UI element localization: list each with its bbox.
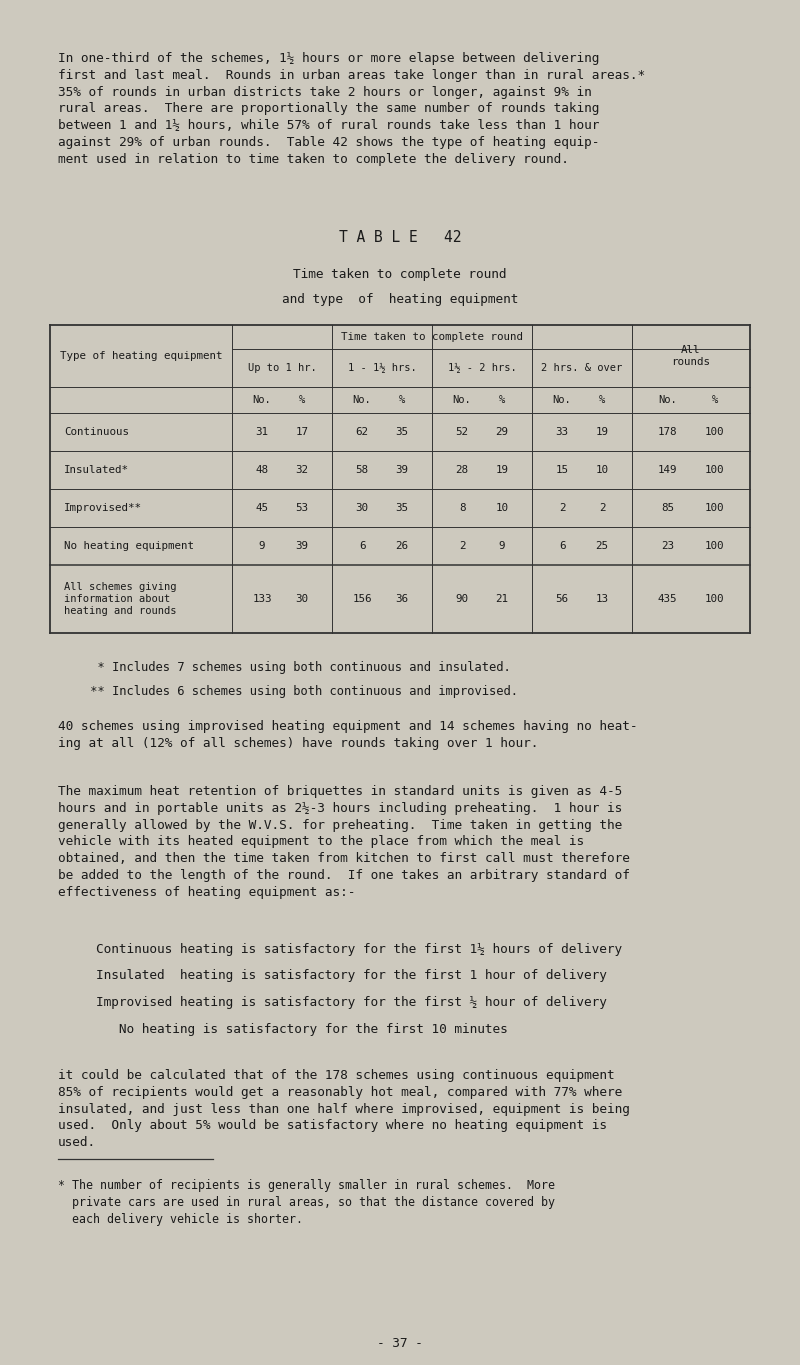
Text: 52: 52 bbox=[455, 427, 469, 437]
Text: 19: 19 bbox=[595, 427, 609, 437]
Text: - 37 -: - 37 - bbox=[377, 1336, 423, 1350]
Text: 19: 19 bbox=[495, 465, 509, 475]
Text: * Includes 7 schemes using both continuous and insulated.: * Includes 7 schemes using both continuo… bbox=[83, 661, 510, 674]
Text: No heating is satisfactory for the first 10 minutes: No heating is satisfactory for the first… bbox=[96, 1022, 508, 1036]
Text: 9: 9 bbox=[258, 541, 266, 551]
Text: 1½ - 2 hrs.: 1½ - 2 hrs. bbox=[448, 363, 516, 373]
Text: %: % bbox=[399, 394, 405, 405]
Text: 10: 10 bbox=[595, 465, 609, 475]
Text: 13: 13 bbox=[595, 594, 609, 603]
Text: Up to 1 hr.: Up to 1 hr. bbox=[248, 363, 316, 373]
Text: 28: 28 bbox=[455, 465, 469, 475]
Text: 29: 29 bbox=[495, 427, 509, 437]
Text: %: % bbox=[711, 394, 718, 405]
Text: 100: 100 bbox=[705, 465, 724, 475]
Text: 30: 30 bbox=[295, 594, 309, 603]
Text: 17: 17 bbox=[295, 427, 309, 437]
Text: 58: 58 bbox=[355, 465, 369, 475]
Text: 15: 15 bbox=[555, 465, 569, 475]
Text: 100: 100 bbox=[705, 502, 724, 513]
Text: 2: 2 bbox=[598, 502, 606, 513]
Text: 31: 31 bbox=[255, 427, 269, 437]
Text: No heating equipment: No heating equipment bbox=[64, 541, 194, 551]
Text: 2: 2 bbox=[458, 541, 466, 551]
Text: All schemes giving
information about
heating and rounds: All schemes giving information about hea… bbox=[64, 581, 177, 617]
Text: 156: 156 bbox=[352, 594, 372, 603]
Text: 100: 100 bbox=[705, 427, 724, 437]
Text: 33: 33 bbox=[555, 427, 569, 437]
Text: 178: 178 bbox=[658, 427, 677, 437]
Text: 2 hrs. & over: 2 hrs. & over bbox=[542, 363, 622, 373]
Text: 8: 8 bbox=[458, 502, 466, 513]
Text: 85: 85 bbox=[661, 502, 674, 513]
Text: No.: No. bbox=[553, 394, 571, 405]
Text: 9: 9 bbox=[498, 541, 506, 551]
Text: 6: 6 bbox=[558, 541, 566, 551]
Text: Continuous heating is satisfactory for the first 1½ hours of delivery: Continuous heating is satisfactory for t… bbox=[96, 943, 622, 955]
Text: Insulated*: Insulated* bbox=[64, 465, 129, 475]
Text: 56: 56 bbox=[555, 594, 569, 603]
Text: 133: 133 bbox=[252, 594, 272, 603]
Text: 23: 23 bbox=[661, 541, 674, 551]
Text: No.: No. bbox=[253, 394, 271, 405]
Text: Time taken to complete round: Time taken to complete round bbox=[294, 268, 506, 281]
Text: 39: 39 bbox=[395, 465, 409, 475]
Text: * The number of recipients is generally smaller in rural schemes.  More
  privat: * The number of recipients is generally … bbox=[58, 1179, 555, 1226]
Text: Improvised**: Improvised** bbox=[64, 502, 142, 513]
Text: 53: 53 bbox=[295, 502, 309, 513]
Text: Insulated  heating is satisfactory for the first 1 hour of delivery: Insulated heating is satisfactory for th… bbox=[96, 969, 607, 983]
Text: 30: 30 bbox=[355, 502, 369, 513]
Text: 48: 48 bbox=[255, 465, 269, 475]
Text: 45: 45 bbox=[255, 502, 269, 513]
Text: 36: 36 bbox=[395, 594, 409, 603]
Text: 100: 100 bbox=[705, 541, 724, 551]
Text: 25: 25 bbox=[595, 541, 609, 551]
Text: and type  of  heating equipment: and type of heating equipment bbox=[282, 293, 518, 306]
Text: 21: 21 bbox=[495, 594, 509, 603]
Text: ** Includes 6 schemes using both continuous and improvised.: ** Includes 6 schemes using both continu… bbox=[83, 685, 518, 698]
Text: 149: 149 bbox=[658, 465, 677, 475]
Text: 90: 90 bbox=[455, 594, 469, 603]
Text: Time taken to complete round: Time taken to complete round bbox=[341, 332, 523, 343]
Text: %: % bbox=[299, 394, 305, 405]
Text: it could be calculated that of the 178 schemes using continuous equipment
85% of: it could be calculated that of the 178 s… bbox=[58, 1069, 630, 1149]
Text: All
rounds: All rounds bbox=[671, 345, 710, 367]
Text: 35: 35 bbox=[395, 427, 409, 437]
Text: %: % bbox=[499, 394, 505, 405]
Text: 35: 35 bbox=[395, 502, 409, 513]
Text: 32: 32 bbox=[295, 465, 309, 475]
Text: 40 schemes using improvised heating equipment and 14 schemes having no heat-
ing: 40 schemes using improvised heating equi… bbox=[58, 719, 638, 749]
Text: 6: 6 bbox=[358, 541, 366, 551]
Text: No.: No. bbox=[453, 394, 471, 405]
Text: Improvised heating is satisfactory for the first ½ hour of delivery: Improvised heating is satisfactory for t… bbox=[96, 996, 607, 1009]
Text: 10: 10 bbox=[495, 502, 509, 513]
Text: The maximum heat retention of briquettes in standard units is given as 4-5
hours: The maximum heat retention of briquettes… bbox=[58, 785, 630, 898]
Text: In one-third of the schemes, 1½ hours or more elapse between delivering
first an: In one-third of the schemes, 1½ hours or… bbox=[58, 52, 645, 165]
Text: 39: 39 bbox=[295, 541, 309, 551]
Text: 62: 62 bbox=[355, 427, 369, 437]
Text: No.: No. bbox=[658, 394, 677, 405]
Text: No.: No. bbox=[353, 394, 371, 405]
Text: Type of heating equipment: Type of heating equipment bbox=[60, 351, 222, 360]
Text: 100: 100 bbox=[705, 594, 724, 603]
Text: T A B L E   42: T A B L E 42 bbox=[338, 229, 462, 244]
Text: Continuous: Continuous bbox=[64, 427, 129, 437]
Text: 2: 2 bbox=[558, 502, 566, 513]
Text: 1 - 1½ hrs.: 1 - 1½ hrs. bbox=[348, 363, 416, 373]
Text: 435: 435 bbox=[658, 594, 677, 603]
Text: 26: 26 bbox=[395, 541, 409, 551]
Text: %: % bbox=[599, 394, 605, 405]
